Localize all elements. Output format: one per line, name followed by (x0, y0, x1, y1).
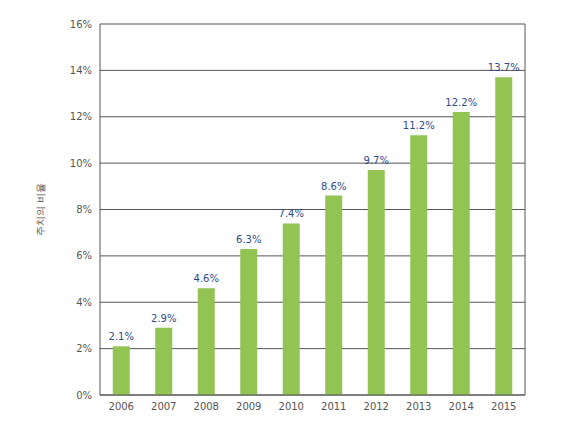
svg-text:4%: 4% (76, 297, 92, 308)
svg-text:2008: 2008 (194, 401, 219, 412)
svg-text:9.7%: 9.7% (364, 155, 389, 166)
svg-text:2010: 2010 (279, 401, 304, 412)
svg-text:8%: 8% (76, 204, 92, 215)
svg-text:6.3%: 6.3% (236, 234, 261, 245)
svg-text:7.4%: 7.4% (279, 208, 304, 219)
svg-text:14%: 14% (70, 65, 92, 76)
svg-text:10%: 10% (70, 158, 92, 169)
svg-text:2.9%: 2.9% (151, 313, 176, 324)
svg-text:2007: 2007 (151, 401, 176, 412)
svg-text:2015: 2015 (491, 401, 516, 412)
svg-text:2014: 2014 (449, 401, 474, 412)
svg-text:0%: 0% (76, 390, 92, 401)
svg-text:2012: 2012 (364, 401, 389, 412)
svg-text:주치의 비율: 주치의 비율 (35, 183, 46, 236)
svg-text:16%: 16% (70, 19, 92, 30)
svg-text:2011: 2011 (321, 401, 346, 412)
svg-text:2009: 2009 (236, 401, 261, 412)
svg-text:6%: 6% (76, 250, 92, 261)
svg-text:13.7%: 13.7% (488, 62, 520, 73)
svg-text:12.2%: 12.2% (445, 97, 477, 108)
svg-text:2.1%: 2.1% (109, 331, 134, 342)
svg-text:2%: 2% (76, 343, 92, 354)
svg-text:2006: 2006 (109, 401, 134, 412)
svg-text:12%: 12% (70, 111, 92, 122)
svg-text:4.6%: 4.6% (194, 273, 219, 284)
svg-text:2013: 2013 (406, 401, 431, 412)
svg-text:11.2%: 11.2% (403, 120, 435, 131)
svg-text:8.6%: 8.6% (321, 181, 346, 192)
